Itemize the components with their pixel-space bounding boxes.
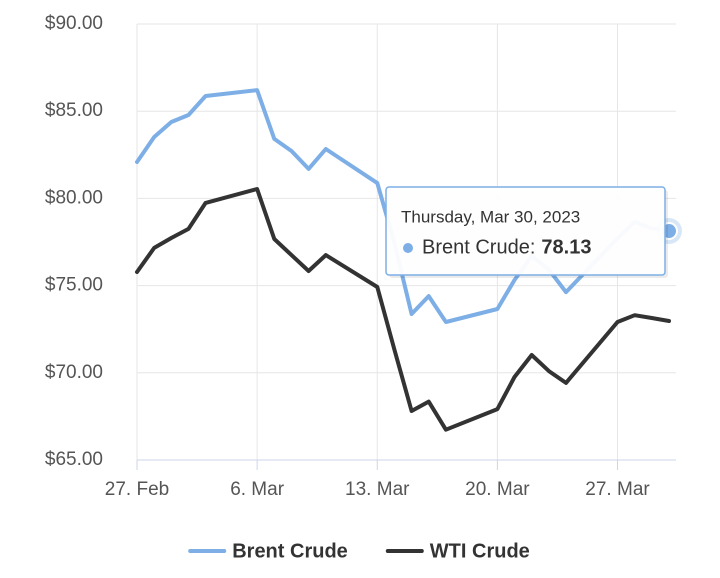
legend-label: Brent Crude xyxy=(232,540,348,562)
tooltip-title: Thursday, Mar 30, 2023 xyxy=(401,207,580,226)
x-tick-label: 27. Feb xyxy=(105,479,169,500)
y-tick-label: $85.00 xyxy=(45,100,103,121)
x-tick-label: 6. Mar xyxy=(230,479,285,500)
series-line xyxy=(135,88,671,324)
legend: Brent Crude WTI Crude xyxy=(188,540,530,562)
y-tick-label: $90.00 xyxy=(45,13,103,34)
tooltip: Thursday, Mar 30, 2023 Brent Crude: 78.13 xyxy=(385,186,668,278)
tooltip-value: 78.13 xyxy=(541,236,591,258)
tooltip-label: Brent Crude: xyxy=(422,236,535,258)
y-tick-label: $75.00 xyxy=(45,275,103,296)
tooltip-box xyxy=(385,186,666,276)
y-tick-label: $70.00 xyxy=(45,362,103,383)
x-tick-label: 13. Mar xyxy=(345,479,410,500)
x-tick-label: 27. Mar xyxy=(585,479,650,500)
x-tick-label: 20. Mar xyxy=(465,479,530,500)
legend-item[interactable]: Brent Crude xyxy=(188,540,348,562)
legend-item[interactable]: WTI Crude xyxy=(385,540,530,562)
y-tick-label: $80.00 xyxy=(45,187,103,208)
y-tick-label: $65.00 xyxy=(45,449,103,470)
tooltip-dot xyxy=(403,243,413,253)
legend-label: WTI Crude xyxy=(430,540,530,562)
series-line xyxy=(135,187,671,432)
